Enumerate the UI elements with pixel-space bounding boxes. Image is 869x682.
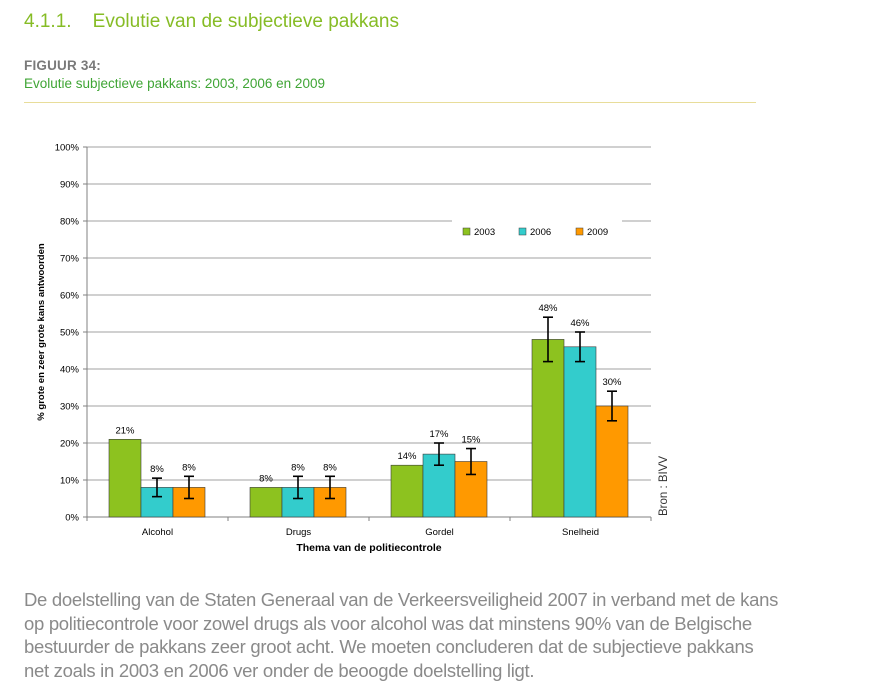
bar [109, 439, 141, 517]
data-label: 14% [397, 451, 417, 462]
legend-swatch [576, 228, 583, 235]
section-title: Evolutie van de subjectieve pakkans [93, 11, 399, 32]
bar [596, 406, 628, 517]
section-number: 4.1.1. [24, 11, 72, 32]
x-tick-label: Gordel [425, 527, 454, 538]
y-tick-label: 10% [60, 476, 80, 487]
bar [564, 347, 596, 517]
x-tick-label: Snelheid [562, 527, 599, 538]
y-tick-label: 70% [60, 254, 80, 265]
y-tick-label: 80% [60, 217, 80, 228]
body-paragraph: De doelstelling van de Staten Generaal v… [24, 588, 834, 682]
body-line: De doelstelling van de Staten Generaal v… [24, 588, 834, 612]
legend-label: 2009 [587, 227, 608, 238]
data-label: 8% [291, 462, 305, 473]
y-tick-label: 100% [55, 143, 80, 154]
source-label: Bron : BIVV [658, 456, 670, 516]
body-line: net zoals in 2003 en 2006 ver onder de b… [24, 659, 834, 682]
y-tick-label: 50% [60, 328, 80, 339]
y-tick-label: 30% [60, 402, 80, 413]
y-tick-label: 20% [60, 439, 80, 450]
y-tick-label: 40% [60, 365, 80, 376]
legend-label: 2006 [530, 227, 551, 238]
legend-swatch [519, 228, 526, 235]
x-axis-title: Thema van de politiecontrole [296, 542, 441, 554]
data-label: 8% [150, 464, 164, 475]
y-tick-labels: 0% 10% 20% 30% 40% 50% 60% 70% 80% 90% 100% [55, 143, 80, 524]
body-line: op politiecontrole voor zowel drugs als … [24, 612, 834, 636]
data-label: 46% [570, 318, 590, 329]
legend-label: 2003 [474, 227, 495, 238]
body-line: bestuurder de pakkans zeer groot acht. W… [24, 635, 834, 659]
caption-divider [24, 102, 756, 103]
data-label: 15% [461, 435, 481, 446]
data-label: 8% [182, 462, 196, 473]
data-label: 8% [259, 473, 273, 484]
figure-caption: Evolutie subjectieve pakkans: 2003, 2006… [24, 76, 325, 91]
y-tick-label: 90% [60, 180, 80, 191]
x-tick-labels: Alcohol Drugs Gordel Snelheid [142, 527, 599, 538]
bars [109, 339, 628, 517]
data-label: 8% [323, 462, 337, 473]
bar [250, 487, 282, 517]
data-label: 30% [602, 377, 622, 388]
data-label: 21% [115, 425, 135, 436]
x-tick-label: Alcohol [142, 527, 173, 538]
bar [391, 465, 423, 517]
y-tick-label: 0% [65, 513, 79, 524]
bar-chart: 0% 10% 20% 30% 40% 50% 60% 70% 80% 90% 100% 21% 8% 8… [0, 130, 700, 560]
data-label: 48% [538, 303, 558, 314]
y-tick-label: 60% [60, 291, 80, 302]
legend: 2003 2006 2009 [452, 215, 622, 253]
section-heading: 4.1.1. Evolutie van de subjectieve pakka… [24, 11, 399, 33]
legend-swatch [463, 228, 470, 235]
y-axis-title: % grote en zeer grote kans antwoorden [36, 243, 47, 421]
x-tick-label: Drugs [286, 527, 312, 538]
figure-label: FIGUUR 34: [24, 58, 101, 73]
data-label: 17% [429, 429, 449, 440]
bar [532, 339, 564, 517]
